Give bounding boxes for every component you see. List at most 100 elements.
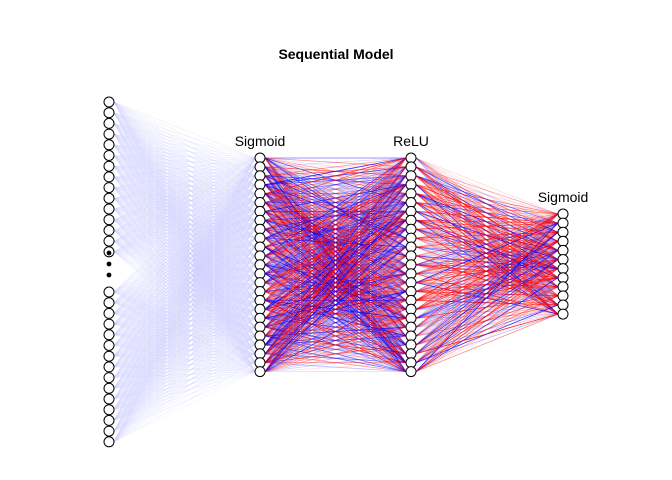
input-connection	[113, 300, 256, 346]
input-connection	[113, 291, 256, 372]
hidden-connection	[264, 157, 407, 177]
input-connection	[113, 317, 256, 346]
input-connection	[113, 157, 256, 432]
input-connection	[113, 187, 256, 239]
input-connection	[113, 144, 256, 301]
hidden-connection	[264, 362, 407, 372]
output-connection	[415, 231, 559, 301]
hidden-connection	[264, 273, 407, 372]
input-connection	[113, 208, 256, 274]
input-connection	[113, 362, 256, 400]
input-connection	[113, 123, 256, 301]
input-connection	[113, 219, 256, 301]
neuron-layer-3	[557, 290, 569, 302]
input-connection	[113, 133, 256, 319]
input-connection	[113, 198, 256, 266]
input-connection	[113, 187, 256, 194]
input-connection	[113, 246, 256, 442]
neuron-layer-0	[103, 150, 115, 161]
neuron-layer-0	[103, 393, 115, 405]
input-connection	[113, 176, 256, 203]
input-connection	[113, 176, 256, 230]
input-connection	[113, 219, 256, 363]
diagram-title: Sequential Model	[278, 46, 393, 62]
input-connection	[113, 220, 256, 231]
input-connection	[113, 228, 256, 357]
input-connection	[113, 219, 256, 319]
input-connection	[113, 176, 256, 239]
input-connection	[113, 112, 256, 301]
input-connection	[113, 175, 256, 242]
input-connection	[113, 246, 256, 368]
input-connection	[113, 220, 256, 432]
input-connection	[113, 133, 256, 203]
input-connection	[113, 184, 256, 432]
input-connection	[113, 155, 256, 372]
input-connection	[113, 282, 256, 378]
output-connection	[415, 222, 559, 328]
hidden-connection	[264, 193, 407, 328]
input-connection	[113, 112, 256, 248]
input-connection	[113, 184, 256, 293]
input-connection	[113, 228, 256, 368]
input-connection	[113, 133, 256, 301]
input-connection	[113, 123, 256, 248]
hidden-connection	[264, 157, 407, 203]
output-connection	[415, 213, 559, 257]
input-connection	[113, 291, 256, 346]
input-connection	[113, 187, 256, 301]
input-connection	[113, 123, 256, 319]
input-connection	[113, 176, 256, 221]
input-connection	[113, 300, 256, 389]
input-connection	[113, 198, 256, 346]
input-connection	[113, 208, 256, 266]
output-connection	[415, 259, 559, 346]
output-connection	[415, 268, 559, 372]
input-connection	[113, 123, 256, 239]
input-connection	[113, 326, 256, 400]
input-connection	[113, 101, 256, 301]
input-connection	[113, 335, 256, 378]
hidden-connection	[264, 184, 407, 363]
input-connection	[113, 251, 256, 319]
input-connection	[113, 282, 256, 314]
hidden-connection	[264, 344, 407, 355]
input-connection	[113, 187, 256, 337]
input-connection	[113, 184, 256, 231]
input-connection	[113, 112, 256, 337]
input-connection	[113, 220, 256, 314]
neuron-layer-3	[557, 217, 569, 229]
input-connection	[113, 326, 256, 432]
input-connection	[113, 133, 256, 328]
input-connection	[113, 219, 256, 248]
output-connection	[415, 250, 559, 283]
neuron-layer-0	[103, 318, 115, 330]
input-connection	[113, 251, 256, 292]
ellipsis-dot	[106, 272, 112, 278]
input-connection	[113, 291, 256, 421]
hidden-connection	[264, 184, 407, 194]
input-connection	[113, 198, 256, 274]
input-connection	[113, 175, 256, 178]
hidden-connection	[264, 193, 407, 355]
output-connection	[415, 228, 559, 233]
input-connection	[113, 230, 256, 346]
input-connection	[113, 198, 256, 328]
input-connection	[113, 282, 256, 368]
input-connection	[113, 344, 256, 346]
input-connection	[113, 230, 256, 328]
input-connection	[113, 230, 256, 248]
input-connection	[113, 157, 256, 400]
input-connection	[113, 240, 256, 257]
input-connection	[113, 300, 256, 303]
input-connection	[113, 282, 256, 293]
hidden-connection	[264, 184, 407, 248]
input-connection	[113, 334, 256, 346]
input-connection	[113, 208, 256, 212]
input-connection	[113, 219, 256, 346]
output-connection	[415, 222, 559, 346]
input-connection	[113, 323, 256, 372]
input-connection	[113, 309, 256, 410]
neuron-layer-0	[103, 171, 115, 183]
input-connection	[113, 255, 256, 378]
